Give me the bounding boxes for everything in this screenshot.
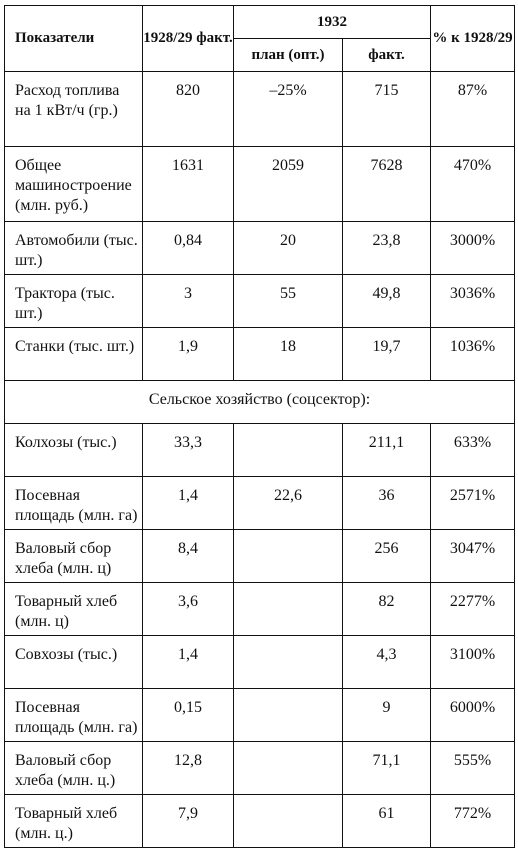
table-row: Автомобили (тыс. шт.) 0,84 20 23,8 3000% [4, 221, 515, 275]
cell-fact: 49,8 [342, 274, 431, 328]
cell-base: 7,9 [142, 794, 234, 848]
table-row: Совхозы (тыс.) 1,4 4,3 3100% [4, 635, 515, 689]
row-label: Трактора (тыс. шт.) [4, 274, 143, 328]
cell-fact: 9 [342, 688, 431, 742]
table-body-industry: Расход топлива на 1 кВт/ч (гр.) 820 –25% 71… [4, 71, 515, 381]
cell-percent: 2277% [430, 582, 515, 636]
cell-percent: 3047% [430, 529, 515, 583]
row-label: Автомобили (тыс. шт.) [4, 221, 143, 275]
cell-plan: 22,6 [233, 476, 343, 530]
cell-percent: 470% [430, 146, 515, 222]
cell-percent: 87% [430, 71, 515, 147]
header-indicators: Показатели [4, 5, 143, 72]
row-label: Товарный хлеб (млн. ц.) [4, 794, 143, 848]
row-label: Валовый сбор хлеба (млн. ц) [4, 529, 143, 583]
cell-plan [233, 794, 343, 848]
header-plan: план (опт.) [233, 38, 343, 72]
row-label: Посевная площадь (млн. га) [4, 688, 143, 742]
cell-plan [233, 688, 343, 742]
cell-fact: 4,3 [342, 635, 431, 689]
cell-base: 0,84 [142, 221, 234, 275]
cell-base: 1,9 [142, 327, 234, 381]
cell-plan [233, 423, 343, 477]
cell-base: 1,4 [142, 635, 234, 689]
cell-plan [233, 582, 343, 636]
cell-base: 3,6 [142, 582, 234, 636]
cell-plan [233, 529, 343, 583]
cell-plan: –25% [233, 71, 343, 147]
table-row: Товарный хлеб (млн. ц.) 7,9 61 772% [4, 794, 515, 848]
header-row-top: Показатели 1928/29 факт. 1932 % к 1928/2… [4, 5, 515, 72]
cell-percent: 3036% [430, 274, 515, 328]
cell-fact: 61 [342, 794, 431, 848]
cell-fact: 36 [342, 476, 431, 530]
cell-base: 3 [142, 274, 234, 328]
table-row: Посевная площадь (млн. га) 0,15 9 6000% [4, 688, 515, 742]
cell-base: 12,8 [142, 741, 234, 795]
header-row-bottom: план (опт.) факт. [5, 38, 515, 72]
cell-percent: 772% [430, 794, 515, 848]
cell-percent: 6000% [430, 688, 515, 742]
cell-plan [233, 741, 343, 795]
cell-plan: 18 [233, 327, 343, 381]
header-fact: факт. [342, 38, 431, 72]
table-row: Валовый сбор хлеба (млн. ц) 8,4 256 3047% [4, 529, 515, 583]
row-label: Станки (тыс. шт.) [4, 327, 143, 381]
cell-fact: 82 [342, 582, 431, 636]
table-row: Общее машиностроение (млн. руб.) 1631 2059… [4, 146, 515, 222]
table-row: Расход топлива на 1 кВт/ч (гр.) 820 –25% 71… [4, 71, 515, 147]
row-label: Товарный хлеб (млн. ц) [4, 582, 143, 636]
cell-plan: 55 [233, 274, 343, 328]
cell-fact: 256 [342, 529, 431, 583]
section-row: Сельское хозяйство (соцсектор): [4, 380, 515, 424]
row-label: Валовый сбор хлеба (млн. ц.) [4, 741, 143, 795]
cell-percent: 1036% [430, 327, 515, 381]
row-label: Колхозы (тыс.) [4, 423, 143, 477]
cell-fact: 7628 [342, 146, 431, 222]
row-label: Совхозы (тыс.) [4, 635, 143, 689]
row-label: Общее машиностроение (млн. руб.) [4, 146, 143, 222]
table-body-agriculture: Колхозы (тыс.) 33,3 211,1 633% Посевная площ… [4, 423, 515, 848]
statistics-table: Показатели 1928/29 факт. 1932 % к 1928/2… [4, 5, 515, 848]
table-row: Станки (тыс. шт.) 1,9 18 19,7 1036% [4, 327, 515, 381]
cell-percent: 633% [430, 423, 515, 477]
cell-percent: 555% [430, 741, 515, 795]
cell-percent: 2571% [430, 476, 515, 530]
row-label: Расход топлива на 1 кВт/ч (гр.) [4, 71, 143, 147]
section-title: Сельское хозяйство (соцсектор): [4, 380, 515, 424]
section-agriculture: Сельское хозяйство (соцсектор): [4, 380, 515, 424]
cell-base: 8,4 [142, 529, 234, 583]
cell-base: 0,15 [142, 688, 234, 742]
cell-fact: 715 [342, 71, 431, 147]
table-row: Товарный хлеб (млн. ц) 3,6 82 2277% [4, 582, 515, 636]
cell-percent: 3000% [430, 221, 515, 275]
cell-plan: 20 [233, 221, 343, 275]
header-base-year: 1928/29 факт. [142, 5, 234, 72]
cell-base: 33,3 [142, 423, 234, 477]
header-year-1932: 1932 [233, 5, 431, 39]
table-row: Валовый сбор хлеба (млн. ц.) 12,8 71,1 555% [4, 741, 515, 795]
cell-fact: 211,1 [342, 423, 431, 477]
cell-fact: 23,8 [342, 221, 431, 275]
cell-percent: 3100% [430, 635, 515, 689]
header-percent: % к 1928/29 [430, 5, 515, 72]
cell-fact: 71,1 [342, 741, 431, 795]
table-row: Колхозы (тыс.) 33,3 211,1 633% [4, 423, 515, 477]
cell-base: 820 [142, 71, 234, 147]
table-row: Посевная площадь (млн. га) 1,4 22,6 36 2571% [4, 476, 515, 530]
row-label: Посевная площадь (млн. га) [4, 476, 143, 530]
cell-base: 1631 [142, 146, 234, 222]
cell-plan: 2059 [233, 146, 343, 222]
cell-base: 1,4 [142, 476, 234, 530]
table-row: Трактора (тыс. шт.) 3 55 49,8 3036% [4, 274, 515, 328]
cell-plan [233, 635, 343, 689]
cell-fact: 19,7 [342, 327, 431, 381]
